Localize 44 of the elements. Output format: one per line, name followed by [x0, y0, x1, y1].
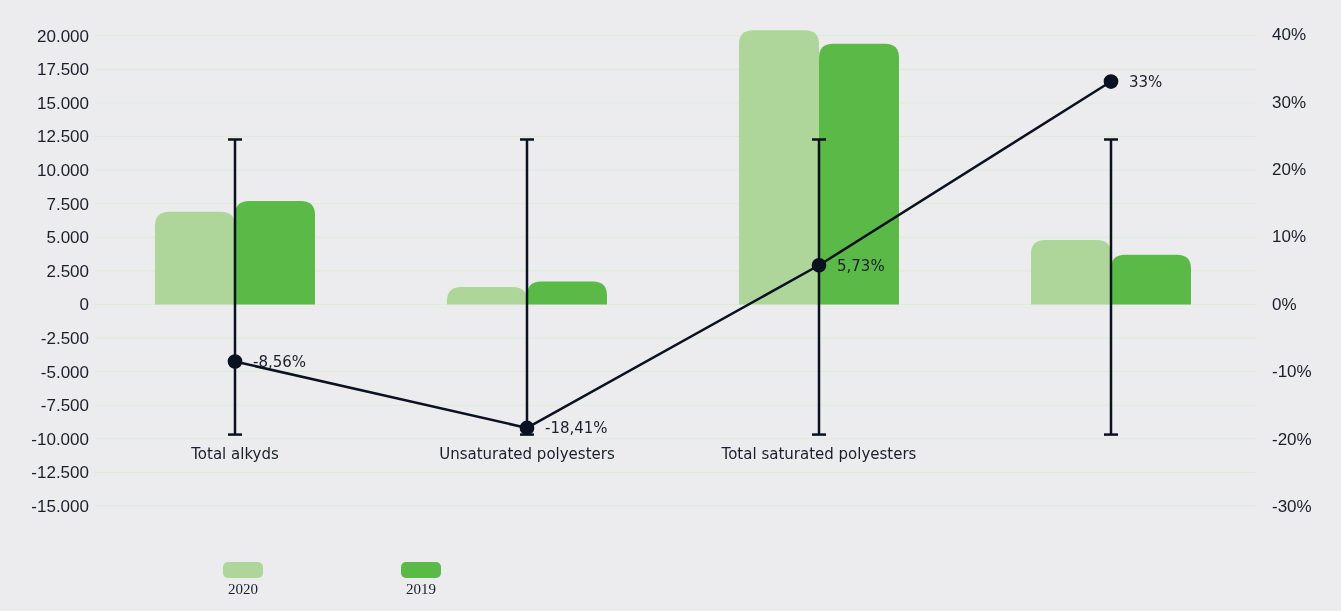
point: [811, 257, 827, 273]
bar: [235, 200, 315, 305]
data-label: -8,56%: [253, 352, 307, 371]
legend-label: 2020: [228, 581, 258, 597]
y-tick-label: -7.500: [40, 396, 89, 416]
y2-tick-label: -10%: [1272, 362, 1312, 382]
y-tick-label: 0: [79, 295, 89, 315]
y2-tick-label: 30%: [1272, 92, 1307, 112]
y2-tick-label: 0%: [1272, 294, 1297, 314]
y-tick-label: 20.000: [37, 26, 89, 46]
bar: [819, 43, 899, 305]
y2-tick-label: -30%: [1272, 496, 1312, 516]
data-label: 33%: [1129, 72, 1163, 91]
y2-tick-label: -20%: [1272, 429, 1312, 449]
bar: [1111, 254, 1191, 305]
y-tick-label: 17.500: [37, 60, 89, 80]
bar: [739, 30, 819, 305]
data-label: 5,73%: [837, 256, 885, 275]
point: [1103, 74, 1119, 89]
y-tick-label: -2.500: [40, 328, 89, 348]
point: [519, 420, 535, 436]
y-tick-label: -10.000: [31, 429, 89, 449]
x-tick-label: Total saturated polyesters: [720, 445, 917, 463]
bar: [155, 211, 235, 305]
y-tick-label: -15.000: [31, 496, 89, 516]
y-tick-label: 5.000: [46, 228, 89, 248]
y-tick-label: 10.000: [37, 161, 89, 181]
x-tick-label: Unsaturated polyesters: [439, 445, 615, 463]
point: [227, 354, 243, 369]
y-tick-label: -12.500: [31, 463, 89, 483]
x-tick-label: Total alkyds: [190, 445, 279, 463]
bar: [1031, 239, 1111, 305]
y-tick-label: 2.500: [46, 261, 89, 281]
y2-tick-label: 40%: [1272, 25, 1307, 45]
data-label: -18,41%: [545, 419, 608, 438]
y2-tick-label: 10%: [1272, 227, 1307, 247]
legend-label: 2019: [406, 581, 436, 597]
y2-tick-label: 20%: [1272, 160, 1307, 180]
y-tick-label: 12.500: [37, 127, 89, 147]
bar: [447, 286, 527, 305]
y-tick-label: -5.000: [40, 362, 89, 382]
y-tick-label: 15.000: [37, 93, 89, 113]
y-tick-label: 7.500: [46, 194, 89, 214]
bar: [527, 281, 607, 305]
